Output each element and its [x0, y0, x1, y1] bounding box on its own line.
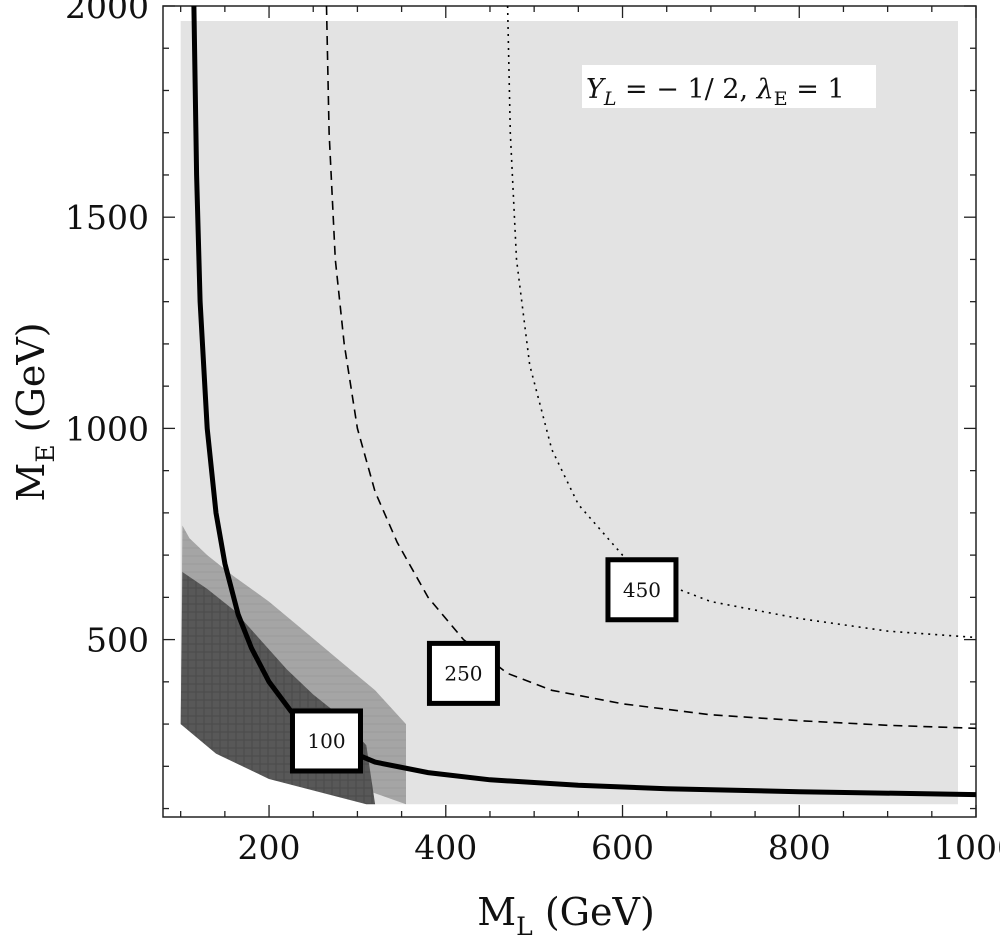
y-axis-title: ME (GeV): [9, 322, 60, 501]
contour-250: [325, 5, 977, 730]
x-axis-title-unit: (GeV): [533, 890, 655, 934]
x-tick-label: 600: [591, 828, 654, 867]
allowed-region: [180, 21, 958, 805]
svg-text:ML (GeV): ML (GeV): [477, 890, 655, 936]
y-tick-label: 1500: [65, 198, 149, 237]
contour-label-250: 250: [426, 640, 500, 706]
x-axis-title-sub: L: [516, 912, 533, 936]
annotation-lambda-symbol: λ: [756, 74, 774, 105]
x-tick-label: 400: [414, 828, 477, 867]
annotation-y-symbol: Y: [586, 74, 606, 105]
svg-text:ME (GeV): ME (GeV): [9, 322, 60, 501]
x-tick-label: 200: [238, 828, 301, 867]
contour-labels: 100 250 450: [289, 557, 679, 774]
annotation-lambda-value: = 1: [788, 74, 845, 105]
annotation-box: YL = − 1/ 2, λE = 1: [582, 65, 876, 110]
x-axis-title: ML (GeV): [477, 890, 655, 936]
y-axis-title-main: M: [9, 463, 53, 502]
axis-ticks: 200 400 600 800 1000 500 1000 1500 2000: [65, 0, 1000, 867]
x-tick-label: 1000: [934, 828, 1000, 867]
x-tick-label: 800: [768, 828, 831, 867]
annotation-y-value: = − 1/ 2,: [616, 74, 756, 105]
x-axis-title-main: M: [477, 890, 516, 934]
contour-label-text: 250: [444, 661, 482, 685]
contour-label-100: 100: [289, 708, 363, 774]
svg-text:YL = − 1/ 2, λE = 1: YL = − 1/ 2, λE = 1: [586, 74, 845, 110]
annotation-y-sub: L: [603, 88, 617, 110]
y-tick-label: 500: [86, 621, 149, 660]
contour-450: [506, 5, 977, 639]
contour-label-450: 450: [605, 557, 679, 623]
y-axis-title-sub: E: [31, 444, 60, 462]
annotation-lambda-sub: E: [774, 88, 788, 110]
y-tick-label: 2000: [65, 0, 149, 26]
contour-label-text: 100: [307, 729, 345, 753]
y-axis-title-unit: (GeV): [9, 322, 53, 444]
y-tick-label: 1000: [65, 409, 149, 448]
contour-label-text: 450: [623, 578, 661, 602]
